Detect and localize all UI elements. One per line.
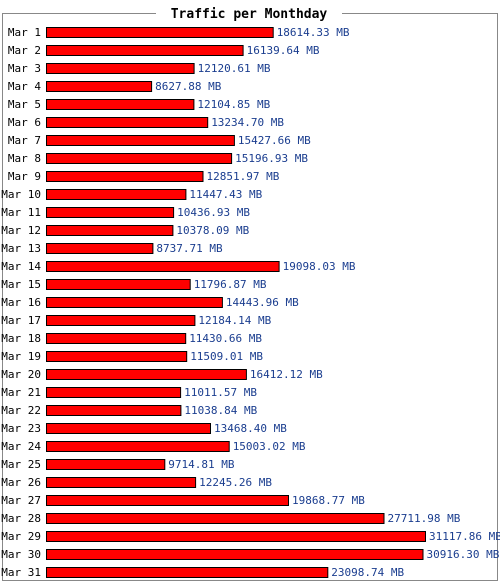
category-label: Mar 28 [1,512,41,525]
bars-group: Mar 1 18614.33 MB Mar 2 16139.64 MB Mar 3 121… [1,26,500,579]
bar [46,153,233,164]
category-label: Mar 12 [1,224,41,237]
bar [46,243,154,254]
value-label: 13468.40 MB [214,422,287,435]
category-label: Mar 24 [1,440,41,453]
value-label: 11796.87 MB [194,278,267,291]
category-label: Mar 8 [8,152,41,165]
category-label: Mar 5 [8,98,41,111]
bar [46,513,385,524]
category-label: Mar 2 [8,44,41,57]
category-label: Mar 10 [1,188,41,201]
category-label: Mar 11 [1,206,41,219]
category-label: Mar 22 [1,404,41,417]
value-label: 9714.81 MB [168,458,235,471]
value-label: 11430.66 MB [189,332,262,345]
value-label: 27711.98 MB [388,512,461,525]
bar [46,225,174,236]
category-label: Mar 18 [1,332,41,345]
bar [46,117,209,128]
value-label: 23098.74 MB [331,566,404,579]
category-label: Mar 1 [8,26,41,39]
category-label: Mar 26 [1,476,41,489]
bar [46,279,191,290]
value-label: 12184.14 MB [198,314,271,327]
category-label: Mar 30 [1,548,41,561]
category-label: Mar 4 [8,80,41,93]
category-label: Mar 20 [1,368,41,381]
bar [46,333,187,344]
value-label: 10436.93 MB [177,206,250,219]
bar [46,405,182,416]
category-label: Mar 29 [1,530,41,543]
bar [46,297,223,308]
category-label: Mar 25 [1,458,41,471]
bar [46,459,166,470]
bar [46,531,426,542]
value-label: 15003.02 MB [233,440,306,453]
chart-title: Traffic per Monthday [171,7,328,22]
category-label: Mar 27 [1,494,41,507]
bar [46,549,424,560]
bar [46,495,289,506]
value-label: 11038.84 MB [184,404,257,417]
value-label: 8627.88 MB [155,80,222,93]
value-label: 11509.01 MB [190,350,263,363]
bar [46,81,153,92]
value-label: 12120.61 MB [198,62,271,75]
bar [46,27,274,38]
value-label: 12104.85 MB [197,98,270,111]
value-label: 15196.93 MB [235,152,308,165]
bar [46,387,182,398]
value-label: 10378.09 MB [176,224,249,237]
category-label: Mar 14 [1,260,41,273]
bar [46,171,204,182]
value-label: 30916.30 MB [427,548,500,561]
value-label: 13234.70 MB [211,116,284,129]
category-label: Mar 6 [8,116,41,129]
category-label: Mar 31 [1,566,41,579]
bar [46,567,329,578]
bar [46,45,244,56]
category-label: Mar 23 [1,422,41,435]
bar [46,135,235,146]
category-label: Mar 15 [1,278,41,291]
category-label: Mar 7 [8,134,41,147]
bar [46,423,211,434]
value-label: 16412.12 MB [250,368,323,381]
bar [46,99,195,110]
value-label: 15427.66 MB [238,134,311,147]
value-label: 11011.57 MB [184,386,257,399]
category-label: Mar 16 [1,296,41,309]
category-label: Mar 3 [8,62,41,75]
category-label: Mar 17 [1,314,41,327]
bar [46,351,188,362]
bar [46,315,196,326]
bar [46,477,197,488]
bar [46,261,280,272]
value-label: 14443.96 MB [226,296,299,309]
value-label: 8737.71 MB [156,242,223,255]
category-label: Mar 19 [1,350,41,363]
category-label: Mar 13 [1,242,41,255]
value-label: 31117.86 MB [429,530,500,543]
value-label: 11447.43 MB [189,188,262,201]
value-label: 19868.77 MB [292,494,365,507]
bar [46,369,247,380]
bar [46,63,195,74]
category-label: Mar 21 [1,386,41,399]
bar [46,189,187,200]
bar [46,441,230,452]
bar [46,207,175,218]
value-label: 12245.26 MB [199,476,272,489]
title-background [156,5,342,21]
value-label: 16139.64 MB [247,44,320,57]
value-label: 12851.97 MB [207,170,280,183]
value-label: 19098.03 MB [283,260,356,273]
value-label: 18614.33 MB [277,26,350,39]
category-label: Mar 9 [8,170,41,183]
